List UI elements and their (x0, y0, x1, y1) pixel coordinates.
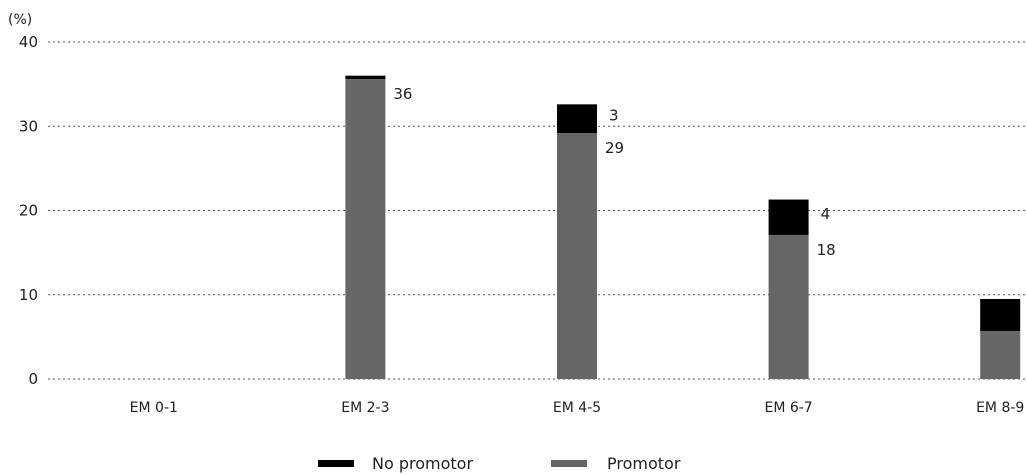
legend: No promotor Promotor (318, 454, 681, 473)
y-tick-label: 40 (19, 33, 38, 51)
y-unit-label: (%) (8, 12, 32, 28)
x-category-label: EM 0-1 (130, 400, 178, 416)
legend-label: No promotor (372, 454, 473, 473)
legend-swatch (551, 460, 587, 467)
x-category-label: EM 8-9 (976, 400, 1024, 416)
data-label-promotor: 36 (393, 85, 412, 103)
y-tick-label: 20 (19, 202, 38, 220)
y-tick-label: 10 (19, 286, 38, 304)
x-category-label: EM 4-5 (553, 400, 601, 416)
data-labels: 3629318464 (393, 85, 836, 259)
x-category-labels: EM 0-1 EM 2-3 EM 4-5 EM 6-7 EM 8-9 (130, 400, 1025, 416)
data-label-promotor: 29 (605, 139, 624, 157)
bar-segment-promotor (345, 79, 386, 379)
bar-segment-promotor (557, 132, 597, 379)
y-tick-label: 30 (19, 117, 38, 135)
bars (345, 75, 1021, 379)
data-label-promotor: 18 (817, 241, 836, 259)
data-label-no-promotor: 4 (821, 205, 831, 223)
bar-segment-no-promotor (345, 75, 386, 80)
gridlines (48, 41, 1025, 380)
legend-swatch (318, 460, 354, 467)
bar-segment-no-promotor (557, 104, 597, 133)
x-category-label: EM 2-3 (341, 400, 389, 416)
bar-segment-no-promotor (768, 199, 809, 235)
x-category-label: EM 6-7 (764, 400, 812, 416)
y-tick-labels: 0 10 20 30 40 (19, 33, 38, 388)
legend-label: Promotor (607, 454, 681, 473)
bar-segment-no-promotor (980, 298, 1021, 331)
bar-segment-promotor (768, 234, 809, 379)
bar-segment-promotor (980, 330, 1021, 379)
y-tick-label: 0 (28, 370, 38, 388)
data-label-no-promotor: 3 (609, 107, 619, 125)
